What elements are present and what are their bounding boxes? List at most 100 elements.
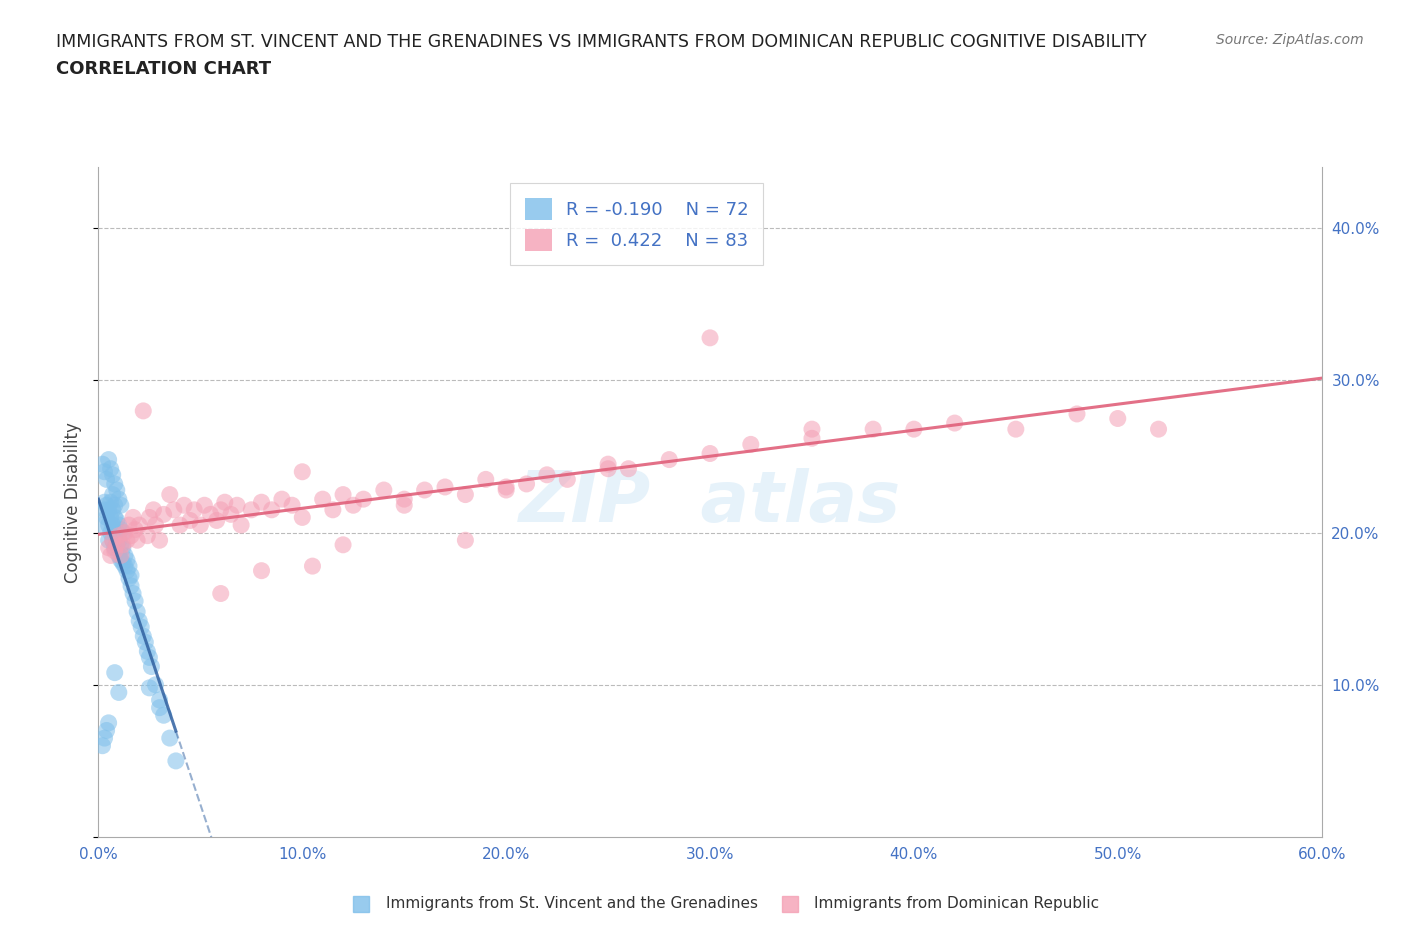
Point [100, 461, 122, 476]
Point [129, 619, 152, 634]
Point [100, 548, 122, 563]
Point [219, 507, 242, 522]
Point [352, 492, 374, 507]
Point [598, 461, 620, 476]
Point [97, 715, 120, 730]
Point [108, 548, 131, 563]
Point [373, 483, 395, 498]
Point [128, 614, 150, 629]
Point [145, 677, 167, 692]
Point [105, 483, 128, 498]
Point [120, 578, 142, 593]
Point [169, 518, 191, 533]
Point [127, 604, 149, 619]
Point [205, 513, 228, 528]
Point [105, 513, 128, 528]
Point [193, 498, 215, 512]
Point [101, 533, 124, 548]
Point [111, 525, 134, 540]
Point [104, 476, 127, 491]
Point [122, 510, 145, 525]
Point [111, 540, 134, 555]
Point [105, 538, 128, 552]
Point [93, 731, 115, 746]
Point [149, 693, 172, 708]
Point [108, 533, 131, 548]
Point [101, 502, 124, 517]
Point [122, 586, 145, 601]
Point [250, 564, 273, 578]
Point [142, 502, 165, 517]
Text: Immigrants from Dominican Republic: Immigrants from Dominican Republic [814, 897, 1099, 911]
Point [617, 461, 640, 476]
Point [118, 518, 141, 533]
Point [270, 492, 294, 507]
Text: IMMIGRANTS FROM ST. VINCENT AND THE GRENADINES VS IMMIGRANTS FROM DOMINICAN REPU: IMMIGRANTS FROM ST. VINCENT AND THE GREN… [56, 33, 1147, 50]
Point [136, 528, 159, 543]
Point [96, 723, 118, 737]
Point [226, 498, 249, 512]
Point [699, 446, 721, 461]
Point [105, 538, 128, 552]
Point [104, 498, 127, 512]
Point [97, 502, 120, 517]
Point [301, 559, 323, 574]
Point [291, 510, 314, 525]
Point [903, 421, 925, 436]
Point [108, 528, 131, 543]
Point [173, 498, 195, 512]
Point [132, 629, 155, 644]
Point [312, 492, 335, 507]
Point [322, 502, 344, 517]
Point [1004, 421, 1026, 436]
Point [179, 513, 201, 528]
Point [114, 548, 136, 563]
Point [1107, 411, 1129, 426]
Point [474, 472, 498, 486]
Point [250, 495, 273, 510]
Point [124, 522, 146, 537]
Point [101, 487, 124, 502]
Point [188, 518, 212, 533]
Point [342, 498, 364, 512]
Point [165, 753, 187, 768]
Point [943, 416, 966, 431]
Point [740, 437, 762, 452]
Point [281, 498, 304, 512]
Point [104, 540, 127, 555]
Point [454, 487, 477, 502]
Point [136, 644, 159, 658]
Point [110, 552, 132, 567]
Point [200, 507, 222, 522]
Point [141, 659, 163, 674]
Point [124, 593, 146, 608]
Legend: R = -0.190    N = 72, R =  0.422    N = 83: R = -0.190 N = 72, R = 0.422 N = 83 [510, 183, 763, 265]
Point [96, 498, 118, 512]
Point [97, 533, 120, 548]
Point [108, 518, 131, 533]
Point [114, 525, 136, 540]
Point [91, 518, 114, 533]
Point [183, 502, 205, 517]
Point [699, 330, 721, 345]
Point [495, 483, 517, 498]
Point [110, 522, 132, 537]
Point [108, 492, 131, 507]
Point [557, 472, 579, 486]
Y-axis label: Cognitive Disability: Cognitive Disability [65, 422, 83, 582]
Point [128, 518, 150, 533]
Point [332, 538, 354, 552]
Point [114, 559, 136, 574]
Point [115, 564, 138, 578]
Point [291, 464, 314, 479]
Point [516, 476, 538, 491]
Point [104, 510, 127, 525]
Point [127, 533, 149, 548]
Point [413, 483, 436, 498]
Point [101, 518, 124, 533]
Point [159, 487, 181, 502]
Point [115, 552, 138, 567]
Point [454, 533, 477, 548]
Point [118, 559, 141, 574]
Point [110, 538, 132, 552]
